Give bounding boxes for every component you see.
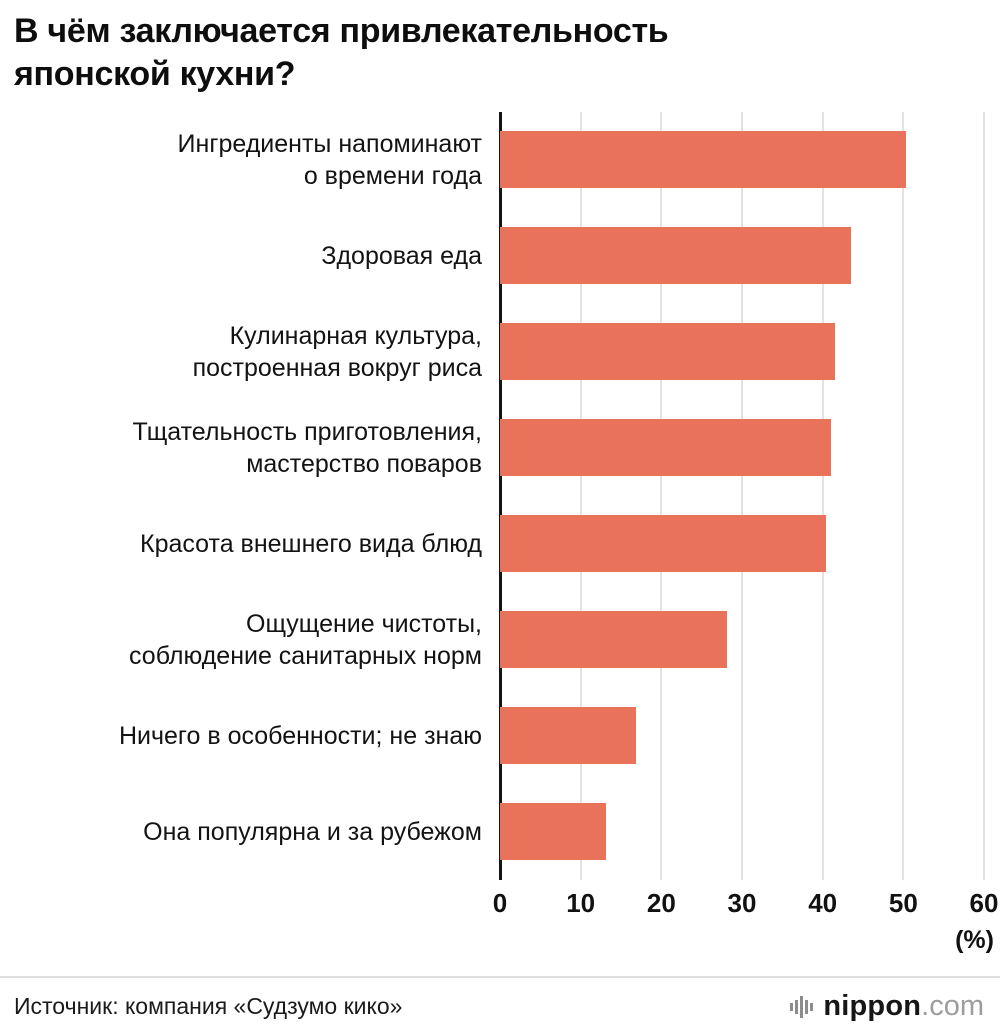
gridline <box>821 111 824 880</box>
category-label: Тщательность приготовления, мастерство п… <box>132 417 482 478</box>
bar-track <box>500 131 984 189</box>
bar-track <box>500 227 984 285</box>
chart-row: Ощущение чистоты, соблюдение санитарных … <box>0 592 1000 688</box>
soundwave-icon <box>790 995 814 1018</box>
bar <box>500 803 607 861</box>
source-text: Источник: компания «Судзумо кико» <box>14 993 403 1020</box>
chart-row: Ничего в особенности; не знаю <box>0 688 1000 784</box>
bar-track <box>500 611 984 669</box>
x-tick-label: 30 <box>727 887 757 918</box>
category-label: Ощущение чистоты, соблюдение санитарных … <box>129 609 482 670</box>
x-tick-label: 20 <box>646 887 676 918</box>
x-tick-label: 50 <box>888 887 918 918</box>
grid-overlay <box>499 111 985 880</box>
x-tick-label: 10 <box>566 887 596 918</box>
gridline <box>741 111 743 880</box>
bar <box>500 419 831 477</box>
category-label: Ингредиенты напоминают о времени года <box>177 129 482 190</box>
chart-row: Кулинарная культура, построенная вокруг … <box>0 304 1000 400</box>
category-label: Она популярна и за рубежом <box>143 817 482 846</box>
chart-rows: Ингредиенты напоминают о времени года Здо… <box>0 112 1000 880</box>
nippon-logo: nippon.com <box>790 992 984 1022</box>
logo-tld: .com <box>921 990 984 1023</box>
gridline <box>660 111 663 880</box>
bar-track <box>500 707 984 765</box>
bar <box>500 323 835 381</box>
chart-row: Красота внешнего вида блюд <box>0 496 1000 592</box>
bar <box>500 707 636 765</box>
chart-row: Здоровая еда <box>0 208 1000 304</box>
plot-area: Ингредиенты напоминают о времени года Здо… <box>0 111 1000 880</box>
axis-unit-label: (%) <box>955 925 994 954</box>
x-tick-label: 0 <box>492 887 508 918</box>
y-axis-line <box>499 111 502 880</box>
logo-wordmark: nippon.com <box>823 992 984 1021</box>
footer: Источник: компания «Судзумо кико» nippon… <box>0 975 1000 1022</box>
bar <box>500 611 728 669</box>
x-tick-label: 40 <box>808 887 838 918</box>
x-axis: (%) 0 10 20 30 40 50 60 <box>493 880 999 962</box>
x-tick-label: 60 <box>969 887 999 918</box>
chart-row: Она популярна и за рубежом <box>0 784 1000 880</box>
category-label: Здоровая еда <box>321 241 482 270</box>
bar <box>500 227 851 285</box>
bar-track <box>500 803 984 861</box>
bar <box>500 131 906 189</box>
chart-title: В чём заключается привлекательность япон… <box>14 12 669 93</box>
gridline <box>579 111 582 880</box>
bar <box>500 515 826 573</box>
bar-track <box>500 515 984 573</box>
gridline <box>983 111 985 880</box>
category-label: Ничего в особенности; не знаю <box>118 721 482 750</box>
chart-row: Ингредиенты напоминают о времени года <box>0 112 1000 208</box>
category-label: Кулинарная культура, построенная вокруг … <box>192 321 482 382</box>
category-label: Красота внешнего вида блюд <box>140 529 482 558</box>
bar-chart: Ингредиенты напоминают о времени года Здо… <box>0 111 1000 962</box>
gridline <box>902 111 905 880</box>
bar-track <box>500 419 984 477</box>
logo-brand: nippon <box>823 990 922 1023</box>
chart-row: Тщательность приготовления, мастерство п… <box>0 400 1000 496</box>
bar-track <box>500 323 984 381</box>
